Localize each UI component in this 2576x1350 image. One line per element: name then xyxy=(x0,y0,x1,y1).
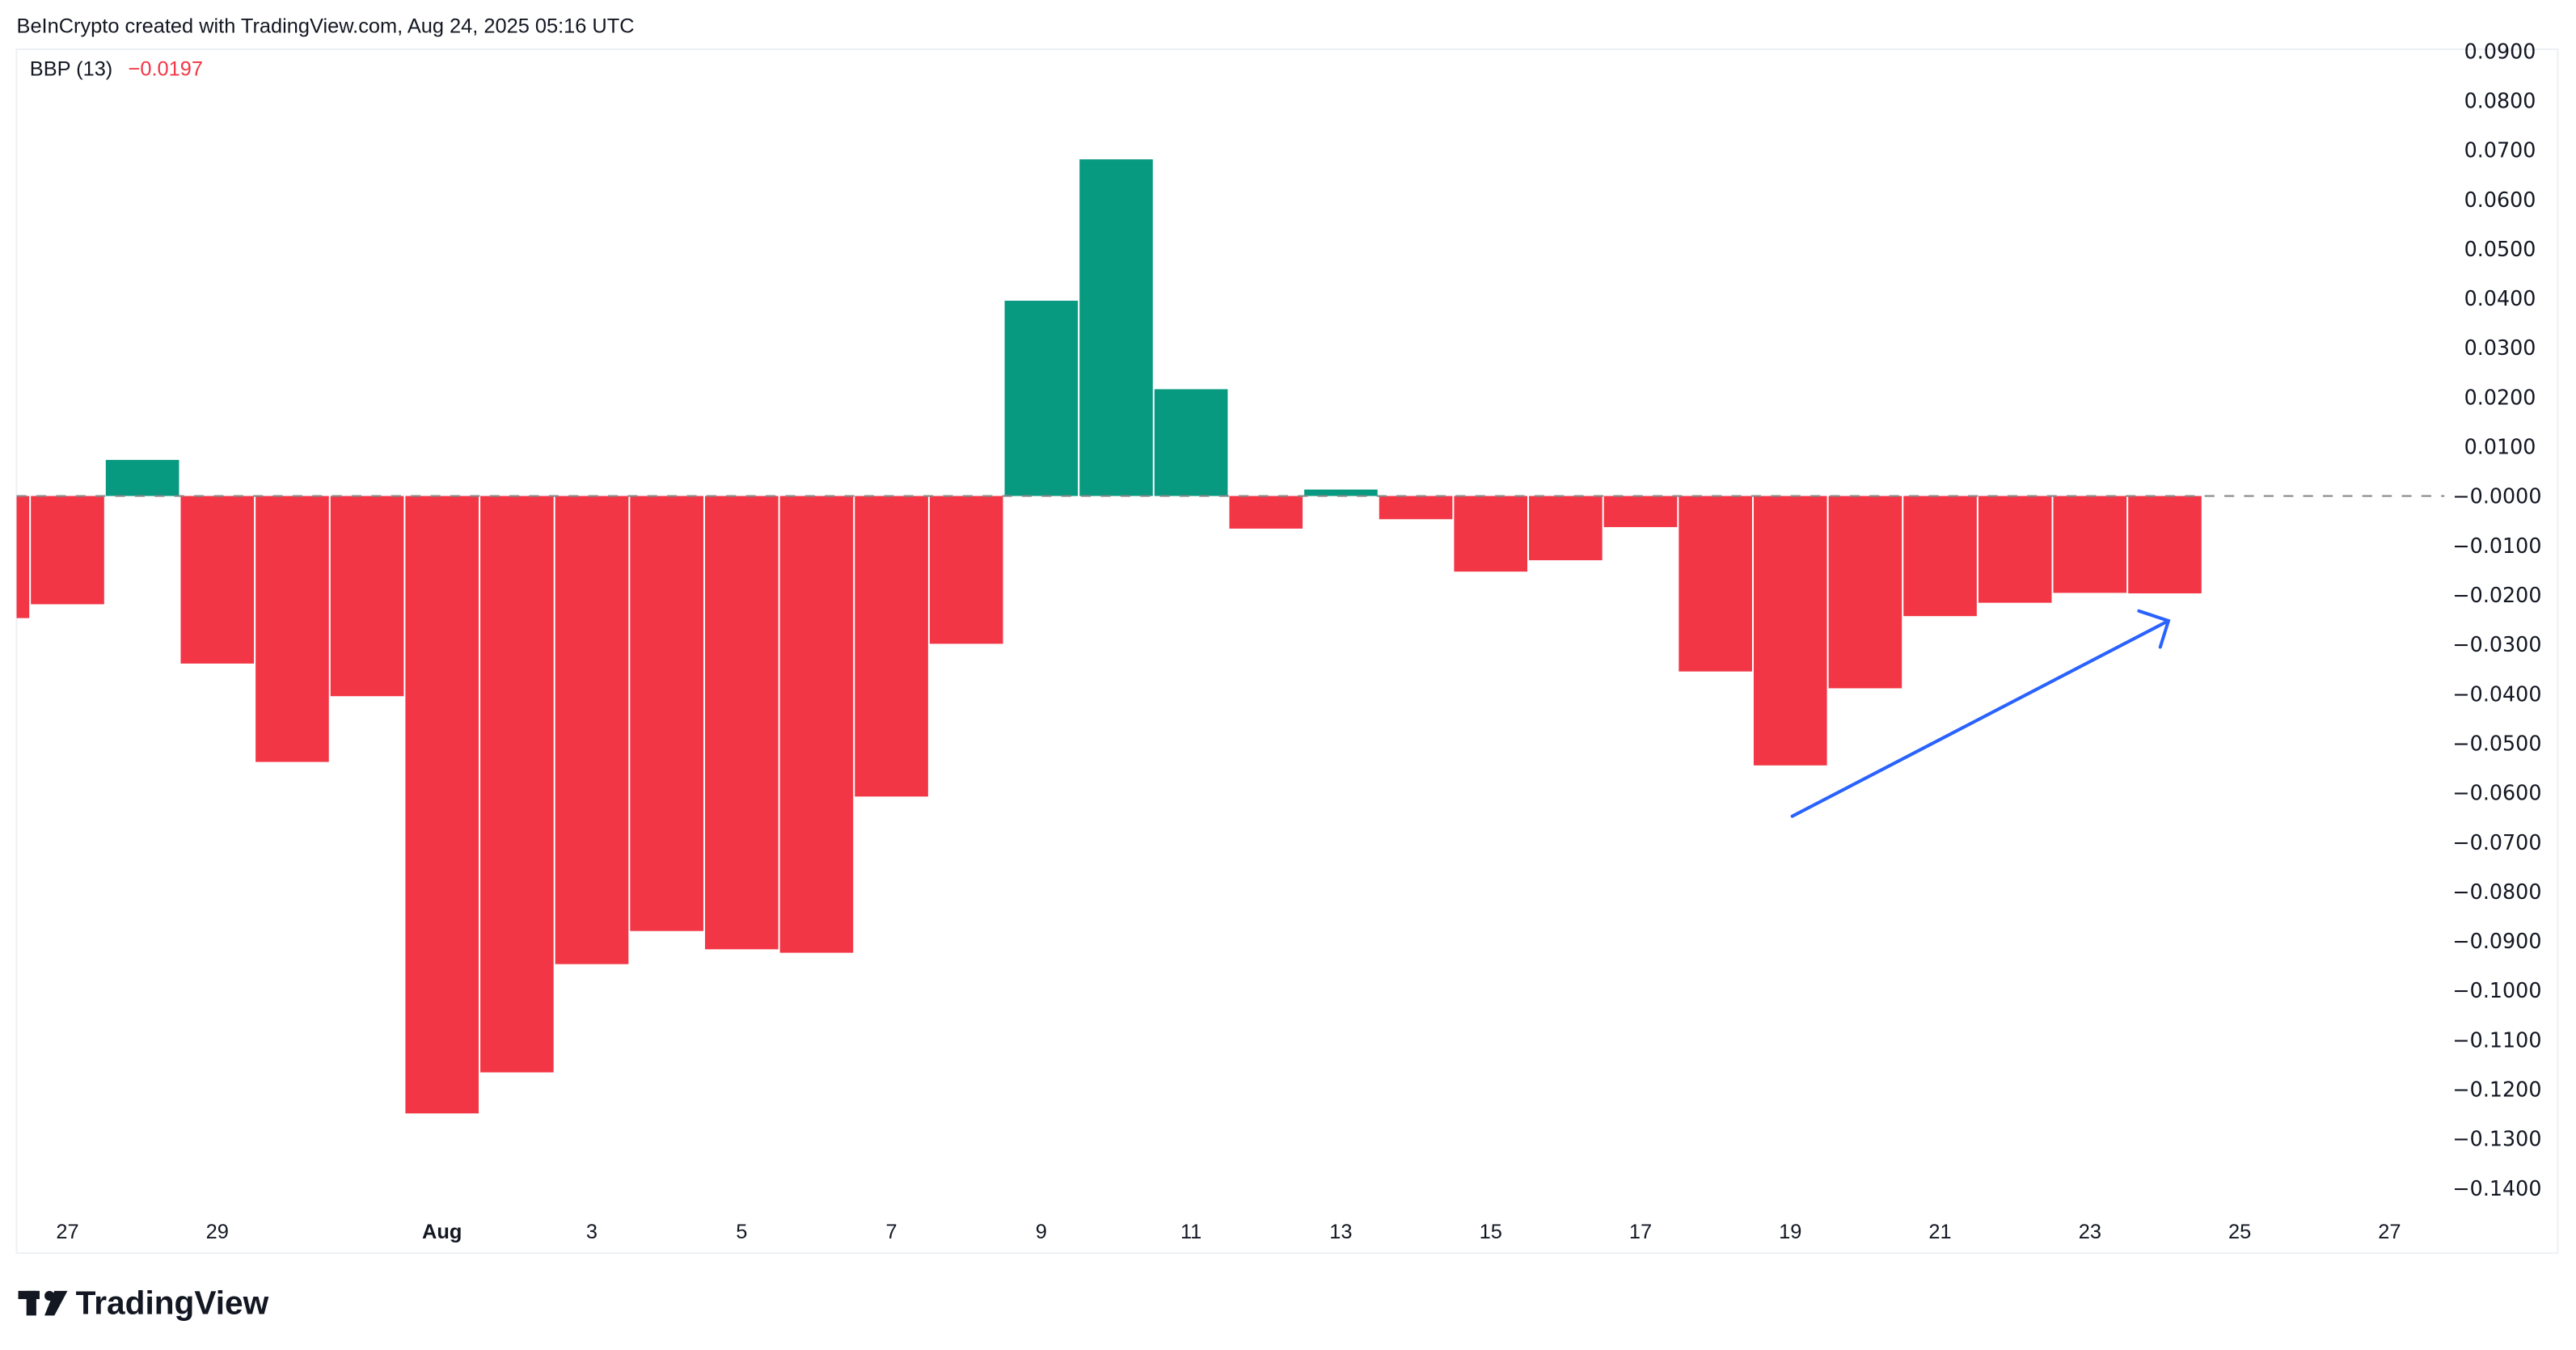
bar-aug-8 xyxy=(929,496,1003,644)
y-tick-label: −0.1200 xyxy=(2452,1078,2541,1102)
y-tick-label: −0.1400 xyxy=(2452,1176,2541,1200)
y-tick-label: 0.0900 xyxy=(2464,39,2536,63)
y-tick-label: −0.1100 xyxy=(2452,1027,2541,1052)
bar-aug-11 xyxy=(1154,389,1228,496)
y-tick-label: −0.0900 xyxy=(2452,929,2541,953)
bar-aug-9 xyxy=(1004,301,1079,496)
bar-aug-21 xyxy=(1903,496,1977,617)
bar-aug-23 xyxy=(2053,496,2127,593)
bar-aug-24 xyxy=(2128,496,2202,594)
x-tick-label: 5 xyxy=(736,1221,747,1243)
x-tick-label: 27 xyxy=(2378,1221,2401,1243)
y-tick-label: 0.0300 xyxy=(2464,335,2536,360)
bar-aug-16 xyxy=(1529,496,1603,561)
y-tick-label: 0.0600 xyxy=(2464,188,2536,212)
attribution: BeInCrypto created with TradingView.com,… xyxy=(17,15,635,38)
y-tick-label: −0.0200 xyxy=(2452,583,2541,607)
bar-aug-13 xyxy=(1304,489,1378,496)
y-tick-label: 0.0100 xyxy=(2464,435,2536,459)
x-tick-label: 11 xyxy=(1180,1221,1201,1243)
bar-jul-28 xyxy=(105,459,179,496)
x-tick-label: 21 xyxy=(1928,1221,1951,1243)
y-tick-label: 0.0400 xyxy=(2464,286,2536,310)
x-tick-label: 17 xyxy=(1629,1221,1652,1243)
bar-aug-2 xyxy=(480,496,554,1073)
bar-aug-20 xyxy=(1828,496,1902,689)
bar-aug-18 xyxy=(1679,496,1752,672)
bar-aug-7 xyxy=(855,496,928,797)
bar-jul-30 xyxy=(255,496,329,762)
x-tick-label: 19 xyxy=(1779,1221,1801,1243)
trend-arrow[interactable] xyxy=(1790,609,2171,818)
x-tick-label: 9 xyxy=(1036,1221,1047,1243)
bar-aug-17 xyxy=(1603,496,1678,528)
bar-aug-6 xyxy=(779,496,854,953)
tradingview-logo-icon xyxy=(18,1290,68,1316)
y-tick-label: −0.0600 xyxy=(2452,781,2541,805)
indicator-legend: BBP (13) −0.0197 xyxy=(30,57,203,80)
x-tick-label: 25 xyxy=(2228,1221,2251,1243)
x-tick-label: 29 xyxy=(206,1221,229,1243)
y-tick-label: 0.0700 xyxy=(2464,138,2536,162)
x-tick-label: 27 xyxy=(56,1221,78,1243)
bar-aug-1 xyxy=(405,496,479,1114)
bar-aug-15 xyxy=(1454,496,1528,572)
tradingview-logo-text: TradingView xyxy=(76,1284,269,1321)
indicator-name: BBP (13) xyxy=(30,57,112,80)
bars xyxy=(16,159,2202,1114)
x-tick-label: 23 xyxy=(2079,1221,2101,1243)
y-tick-label: −0.0500 xyxy=(2452,731,2541,755)
y-tick-label: −0.1000 xyxy=(2452,978,2541,1002)
bar-aug-3 xyxy=(555,496,629,964)
y-tick-label: −0.0800 xyxy=(2452,880,2541,904)
tradingview-logo[interactable]: TradingView xyxy=(18,1284,269,1321)
bar-aug-12 xyxy=(1229,496,1303,529)
y-tick-label: −0.1300 xyxy=(2452,1127,2541,1151)
x-tick-label: Aug xyxy=(422,1221,462,1243)
x-tick-label: 7 xyxy=(886,1221,897,1243)
y-tick-label: −0.0700 xyxy=(2452,830,2541,854)
indicator-value: −0.0197 xyxy=(129,57,203,80)
bar-aug-5 xyxy=(704,496,779,950)
y-tick-label: 0.0500 xyxy=(2464,237,2536,261)
bar-aug-10 xyxy=(1079,159,1153,496)
y-tick-label: 0.0200 xyxy=(2464,385,2536,409)
bar-aug-14 xyxy=(1379,496,1453,520)
bar-aug-19 xyxy=(1753,496,1827,766)
bar-jul-29 xyxy=(180,496,255,664)
y-tick-label: −0.0300 xyxy=(2452,632,2541,656)
y-tick-label: 0.0800 xyxy=(2464,88,2536,112)
y-tick-label: −0.0400 xyxy=(2452,681,2541,706)
y-tick-label: −0.0000 xyxy=(2452,484,2541,508)
x-tick-label: 3 xyxy=(586,1221,598,1243)
bar-aug-4 xyxy=(630,496,703,931)
bar-aug-22 xyxy=(1978,496,2052,603)
y-axis[interactable]: 0.0900 0.0800 0.0700 0.0600 0.0500 0.0400 0.03… xyxy=(2452,39,2541,1200)
bar-jul-26 xyxy=(16,496,30,618)
x-tick-label: 15 xyxy=(1480,1221,1502,1243)
x-tick-label: 13 xyxy=(1329,1221,1352,1243)
x-axis[interactable]: 27 29 Aug 3 5 7 9 11 13 15 17 19 21 23 25 27 xyxy=(56,1221,2401,1243)
bar-jul-27 xyxy=(31,496,104,605)
y-tick-label: −0.0100 xyxy=(2452,534,2541,558)
bar-jul-31 xyxy=(330,496,404,697)
